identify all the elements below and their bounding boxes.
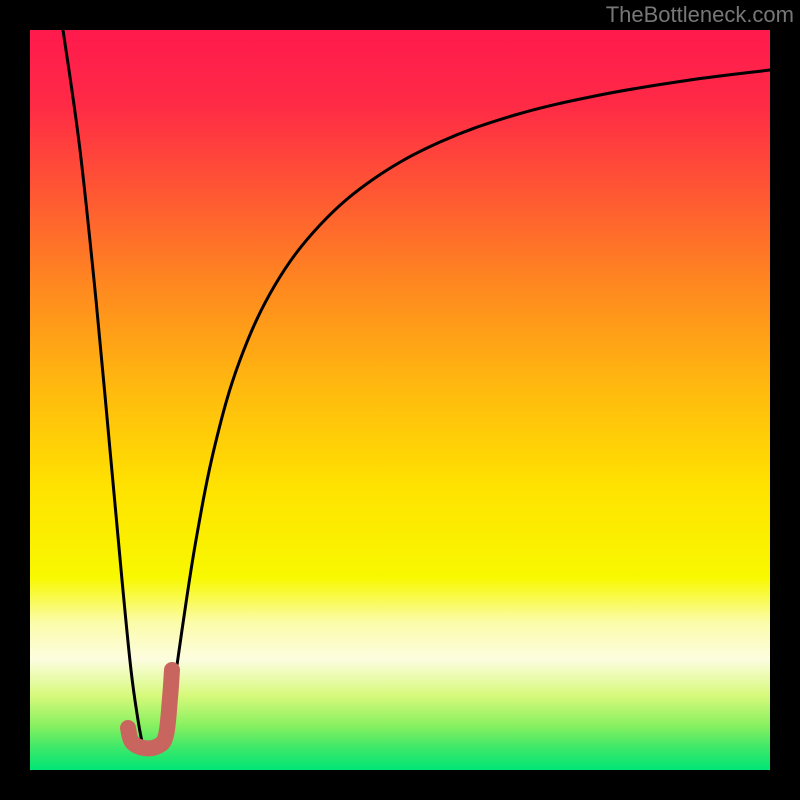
plot-area	[30, 30, 770, 770]
chart-svg	[0, 0, 800, 800]
chart-container: TheBottleneck.com	[0, 0, 800, 800]
watermark-text: TheBottleneck.com	[606, 2, 794, 28]
